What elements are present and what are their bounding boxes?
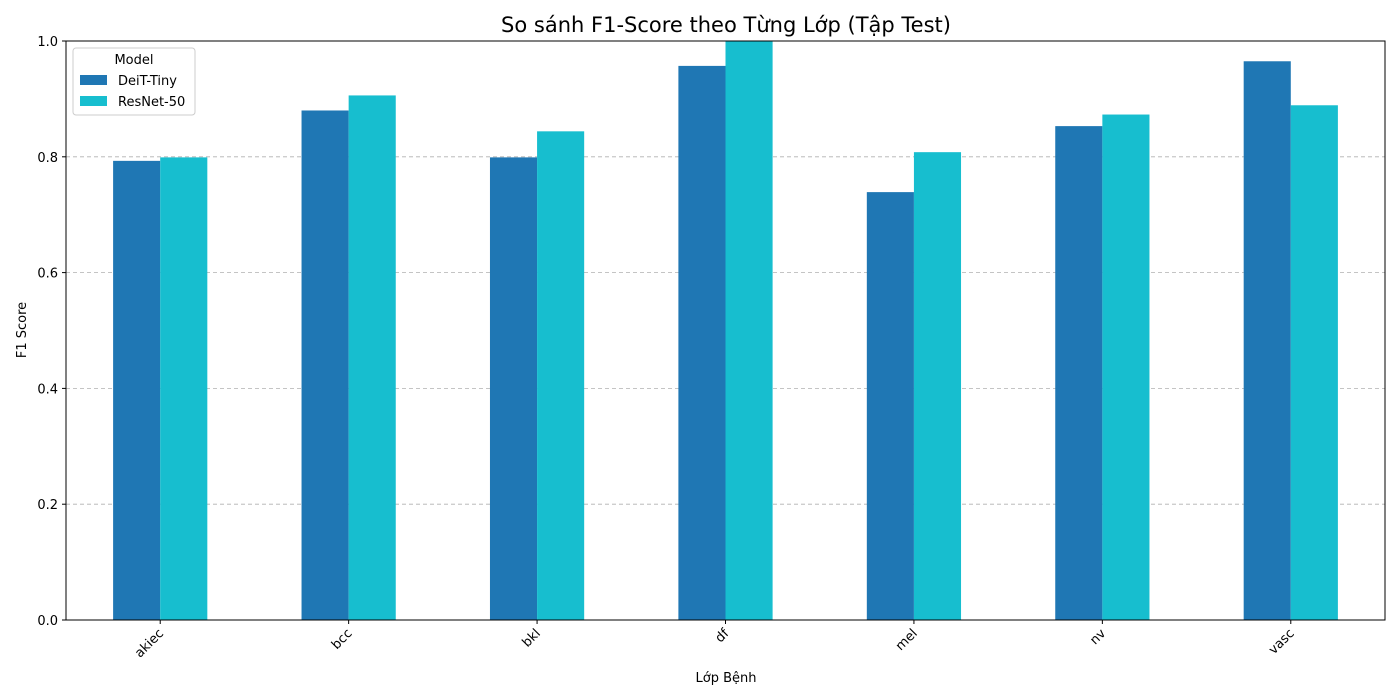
x-tick-label: vasc: [1266, 626, 1298, 658]
bar-deit-tiny-df: [678, 65, 726, 621]
x-tick-label: nv: [1087, 626, 1109, 648]
x-tick-label: df: [713, 626, 733, 646]
legend-swatch: [80, 75, 107, 85]
y-tick-label: 0.8: [37, 151, 58, 166]
y-tick-label: 0.4: [37, 382, 58, 397]
bar-deit-tiny-nv: [1055, 126, 1103, 620]
y-axis: 0.0 0.2 0.4 0.6 0.8 1.0: [37, 35, 66, 629]
y-tick-label: 0.0: [37, 614, 58, 629]
legend-label: ResNet-50: [118, 95, 185, 110]
y-tick-label: 0.2: [37, 498, 58, 513]
x-tick-label: akiec: [132, 626, 167, 661]
legend-entries: DeiT-Tiny ResNet-50: [80, 74, 185, 110]
legend-swatch: [80, 96, 107, 106]
legend-title: Model: [114, 53, 153, 68]
bars: [113, 41, 1338, 621]
x-tick-label: mel: [893, 626, 921, 654]
bar-resnet-50-bcc: [348, 95, 396, 620]
bar-resnet-50-mel: [913, 152, 962, 620]
bar-resnet-50-df: [725, 41, 773, 620]
legend-label: DeiT-Tiny: [118, 74, 177, 89]
y-tick-label: 0.6: [37, 267, 58, 282]
bar-resnet-50-bkl: [537, 131, 585, 620]
y-tick-label: 1.0: [37, 35, 58, 50]
bar-deit-tiny-vasc: [1243, 61, 1291, 620]
x-tick-label: bkl: [520, 626, 544, 650]
y-axis-label: F1 Score: [15, 302, 30, 358]
bar-deit-tiny-mel: [866, 192, 914, 620]
bar-resnet-50-nv: [1102, 114, 1150, 621]
x-tick-label: bcc: [329, 626, 356, 653]
legend: Model DeiT-Tiny ResNet-50: [72, 47, 196, 116]
chart-title: So sánh F1-Score theo Từng Lớp (Tập Test…: [501, 13, 951, 37]
bar-resnet-50-akiec: [160, 157, 208, 620]
bar-deit-tiny-akiec: [113, 160, 161, 620]
x-axis: akiec bcc bkl df mel nv vasc: [132, 620, 1298, 661]
bar-deit-tiny-bcc: [301, 110, 349, 620]
x-axis-label: Lớp Bệnh: [696, 671, 757, 686]
bar-deit-tiny-bkl: [489, 157, 538, 620]
bar-resnet-50-vasc: [1290, 105, 1338, 621]
